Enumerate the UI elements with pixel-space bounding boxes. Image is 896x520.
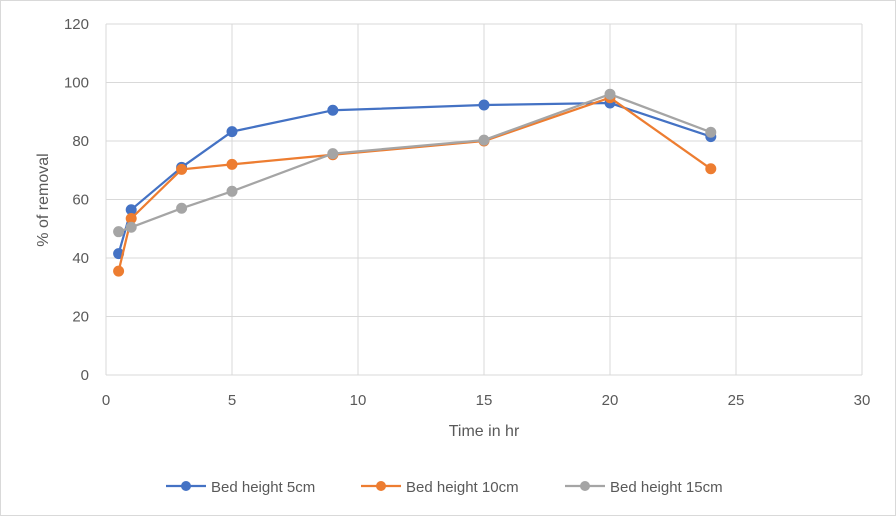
data-point — [113, 265, 125, 277]
data-point — [478, 99, 490, 111]
series-line — [117, 96, 712, 272]
x-tick-label: 25 — [728, 392, 745, 409]
y-axis-title: % of removal — [35, 153, 52, 246]
data-point — [705, 126, 717, 138]
data-point — [113, 226, 125, 238]
x-tick-label: 30 — [854, 392, 871, 409]
x-axis-title: Time in hr — [449, 423, 520, 440]
series-3 — [113, 88, 717, 238]
legend-label: Bed height 15cm — [610, 479, 723, 496]
x-tick-label: 5 — [228, 392, 236, 409]
series-1 — [113, 97, 717, 260]
data-point — [705, 163, 717, 175]
y-tick-label: 20 — [72, 309, 89, 326]
data-point — [478, 134, 490, 146]
legend-marker — [580, 481, 590, 491]
x-tick-label: 0 — [102, 392, 110, 409]
legend-marker — [181, 481, 191, 491]
tick-labels: 0 20 40 60 80 100 120 0 5 10 15 20 25 30 — [64, 16, 870, 409]
gridlines — [105, 23, 863, 376]
y-tick-label: 100 — [64, 75, 89, 92]
data-point — [226, 126, 238, 138]
data-point — [176, 163, 188, 175]
x-tick-label: 10 — [350, 392, 367, 409]
legend-entry: Bed height 5cm — [166, 479, 315, 496]
legend-label: Bed height 10cm — [406, 479, 519, 496]
y-tick-label: 80 — [72, 133, 89, 150]
legend-entry: Bed height 15cm — [565, 479, 723, 496]
y-tick-label: 0 — [81, 367, 89, 384]
legend-marker — [376, 481, 386, 491]
y-tick-label: 120 — [64, 16, 89, 33]
data-point — [226, 158, 238, 170]
data-point — [125, 221, 137, 233]
data-point — [327, 104, 339, 116]
series-2 — [113, 92, 717, 277]
legend: Bed height 5cm Bed height 10cm Bed height … — [166, 479, 723, 496]
data-point — [226, 185, 238, 197]
series-line — [117, 101, 712, 254]
x-tick-label: 20 — [602, 392, 619, 409]
y-tick-label: 40 — [72, 250, 89, 267]
x-tick-label: 15 — [476, 392, 493, 409]
series-line — [118, 93, 712, 233]
legend-entry: Bed height 10cm — [361, 479, 519, 496]
legend-label: Bed height 5cm — [211, 479, 315, 496]
data-point — [327, 148, 339, 160]
y-tick-label: 60 — [72, 192, 89, 209]
data-point — [176, 202, 188, 214]
series-group — [113, 88, 717, 277]
data-point — [604, 88, 616, 100]
